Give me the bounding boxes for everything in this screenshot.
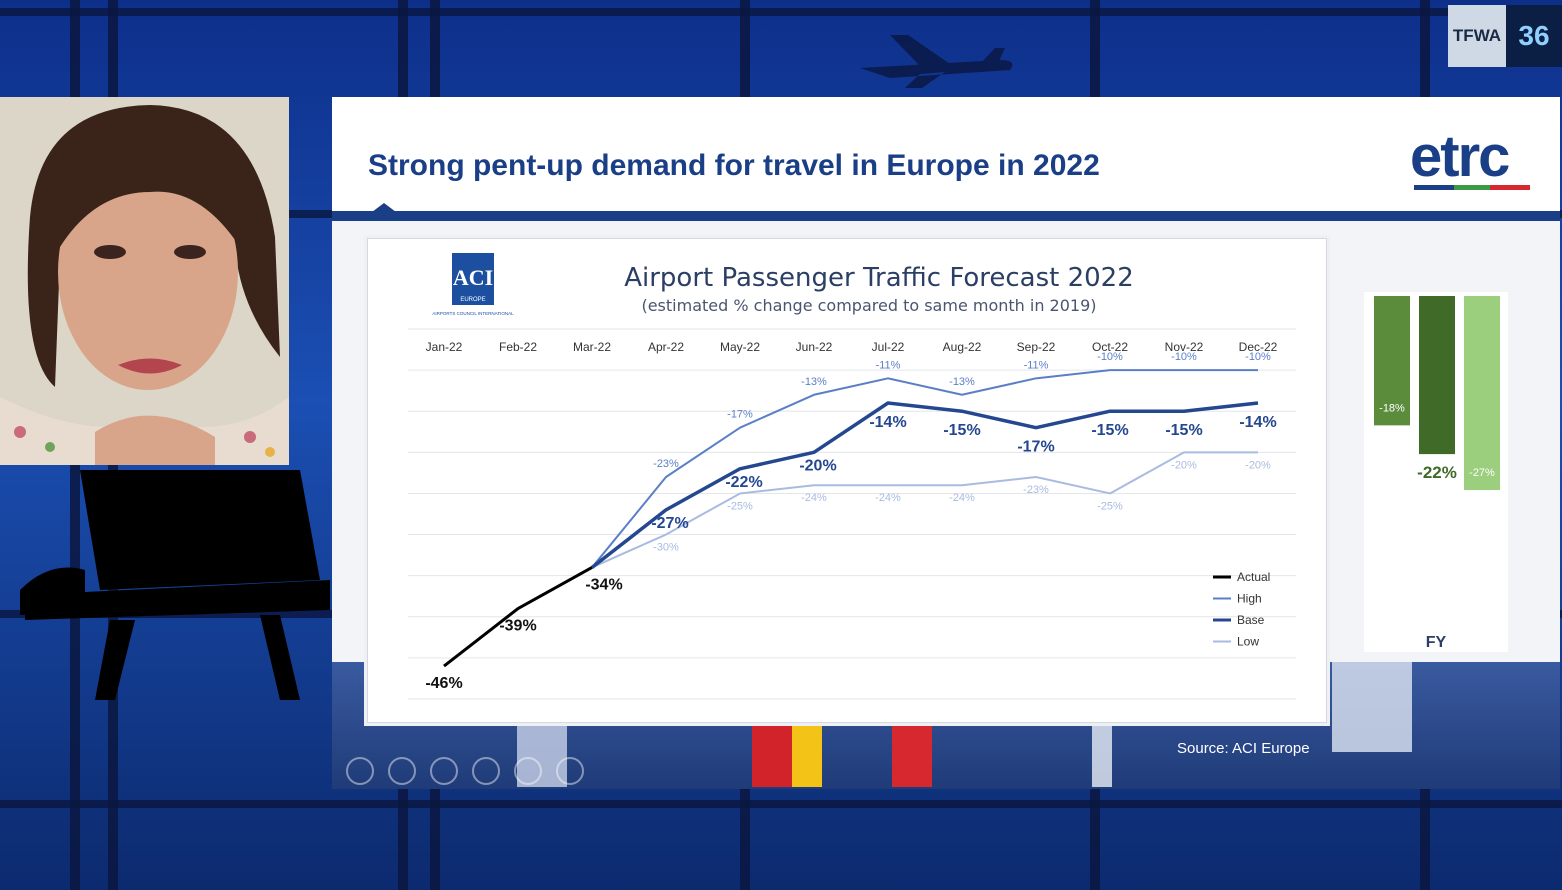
data-label-actual: -34% xyxy=(585,576,622,593)
x-tick-label: Jan-22 xyxy=(426,340,463,354)
x-tick-label: Nov-22 xyxy=(1165,340,1204,354)
chart-title: Airport Passenger Traffic Forecast 2022 xyxy=(624,263,1134,293)
data-label-high: -13% xyxy=(949,376,975,388)
previous-slide-icon[interactable] xyxy=(346,757,374,785)
slide-rule-notch xyxy=(372,203,396,212)
data-label-base: -20% xyxy=(799,457,836,474)
zoom-icon[interactable] xyxy=(514,757,542,785)
fy-bar-base xyxy=(1419,296,1455,455)
slide-header-rule xyxy=(332,211,1560,221)
airplane-silhouette-icon xyxy=(860,35,1013,88)
fy-bar-label-low: -27% xyxy=(1469,467,1495,479)
data-label-base: -17% xyxy=(1017,439,1054,456)
fy-bar-low xyxy=(1464,296,1500,491)
presenter-video-feed xyxy=(0,97,289,465)
data-label-base: -15% xyxy=(1165,422,1202,439)
data-label-actual: -46% xyxy=(425,675,462,692)
slide-title: Strong pent-up demand for travel in Euro… xyxy=(368,149,1100,182)
traffic-forecast-chart: ACI EUROPE AIRPORTS COUNCIL INTERNATIONA… xyxy=(367,238,1327,723)
more-options-icon[interactable] xyxy=(556,757,584,785)
slides-grid-icon[interactable] xyxy=(472,757,500,785)
data-label-high: -23% xyxy=(653,458,679,470)
data-label-high: -13% xyxy=(801,376,827,388)
slideshow-controls[interactable] xyxy=(346,757,584,785)
aci-logo: ACI EUROPE AIRPORTS COUNCIL INTERNATIONA… xyxy=(432,253,514,316)
x-tick-label: Jul-22 xyxy=(872,340,905,354)
data-label-high: -10% xyxy=(1097,351,1123,363)
x-tick-label: Feb-22 xyxy=(499,340,537,354)
fy-bar-chart-svg: -18% -22% -27% FY xyxy=(1374,296,1500,651)
data-label-base: -15% xyxy=(1091,422,1128,439)
data-label-high: -10% xyxy=(1171,351,1197,363)
data-label-base: -14% xyxy=(1239,414,1276,431)
data-label-low: -24% xyxy=(875,492,901,504)
x-tick-label: Mar-22 xyxy=(573,340,611,354)
data-label-low: -24% xyxy=(801,492,827,504)
data-label-base: -15% xyxy=(943,422,980,439)
data-label-low: -25% xyxy=(727,500,753,512)
x-tick-label: Dec-22 xyxy=(1239,340,1278,354)
legend-label-base: Base xyxy=(1237,613,1265,627)
etrc-logo-bars xyxy=(1414,185,1530,190)
event-badge: TFWA 36 xyxy=(1448,5,1562,67)
data-label-base: -14% xyxy=(869,414,906,431)
presenter-avatar-icon xyxy=(0,97,289,465)
fy-bar-label-base: -22% xyxy=(1417,463,1457,482)
aci-logo-sub: EUROPE xyxy=(460,297,485,303)
series-line-low xyxy=(591,451,1258,569)
source-note: Source: ACI Europe xyxy=(1177,740,1310,757)
series-line-actual xyxy=(443,566,593,668)
slide-header xyxy=(332,97,1560,214)
series-line-high xyxy=(591,369,1258,569)
badge-org-label: TFWA xyxy=(1448,5,1506,67)
data-label-low: -30% xyxy=(653,542,679,554)
data-label-low: -20% xyxy=(1245,459,1271,471)
x-tick-label: Jun-22 xyxy=(796,340,833,354)
lounge-silhouette-icon xyxy=(20,470,330,700)
legend-label-actual: Actual xyxy=(1237,570,1270,584)
fy-bar-high xyxy=(1374,296,1410,426)
x-tick-label: Sep-22 xyxy=(1017,340,1056,354)
fy-axis-label: FY xyxy=(1426,634,1447,651)
series-line-base xyxy=(590,401,1259,569)
x-tick-label: Apr-22 xyxy=(648,340,684,354)
data-label-low: -25% xyxy=(1097,500,1123,512)
data-label-low: -23% xyxy=(1023,484,1049,496)
aci-logo-caption: AIRPORTS COUNCIL INTERNATIONAL xyxy=(432,311,514,316)
fy-bar-chart: -18% -22% -27% FY xyxy=(1364,292,1508,652)
x-tick-label: Oct-22 xyxy=(1092,340,1128,354)
pen-icon[interactable] xyxy=(430,757,458,785)
etrc-logo: etrc xyxy=(1410,124,1510,189)
fy-bar-label-high: -18% xyxy=(1379,402,1405,414)
next-slide-icon[interactable] xyxy=(388,757,416,785)
data-label-low: -20% xyxy=(1171,459,1197,471)
badge-number-label: 36 xyxy=(1506,5,1562,67)
chart-subtitle: (estimated % change compared to same mon… xyxy=(641,296,1096,315)
legend-label-high: High xyxy=(1237,592,1262,606)
line-chart-svg: ACI EUROPE AIRPORTS COUNCIL INTERNATIONA… xyxy=(408,253,1296,700)
x-tick-label: Aug-22 xyxy=(943,340,982,354)
data-label-low: -24% xyxy=(949,492,975,504)
data-label-base: -22% xyxy=(725,474,762,491)
aci-logo-text: ACI xyxy=(453,265,493,290)
data-label-high: -11% xyxy=(876,359,901,371)
legend-label-low: Low xyxy=(1237,635,1259,649)
x-tick-label: May-22 xyxy=(720,340,760,354)
data-label-high: -11% xyxy=(1024,359,1049,371)
data-label-high: -17% xyxy=(727,409,753,421)
data-label-base: -27% xyxy=(651,515,688,532)
data-label-actual: -39% xyxy=(499,618,536,635)
data-label-high: -10% xyxy=(1245,351,1271,363)
